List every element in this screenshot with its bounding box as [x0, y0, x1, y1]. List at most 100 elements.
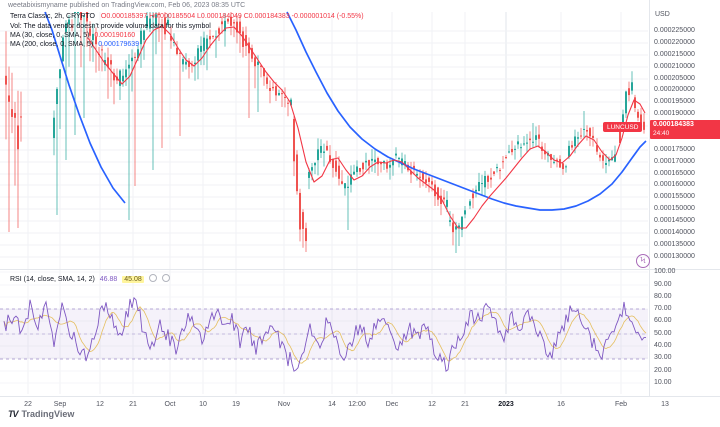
- candle-body: [568, 145, 570, 157]
- candle-body: [149, 18, 151, 29]
- axis-tick-label: 0.000135000: [654, 241, 695, 248]
- candle-body: [410, 171, 412, 175]
- candle-body: [544, 150, 546, 155]
- ma200-legend[interactable]: MA (200, close, 0, SMA, 5) 0.000179639: [10, 41, 139, 48]
- rsi-line: [3, 296, 646, 372]
- candle-body: [553, 161, 555, 163]
- eye-icon[interactable]: [148, 274, 157, 282]
- candle-body: [614, 154, 616, 162]
- candle-body: [472, 193, 474, 199]
- candle-body: [404, 161, 406, 165]
- candle-body: [68, 19, 70, 25]
- candle-body: [53, 117, 55, 139]
- candle-body: [341, 181, 343, 184]
- tradingview-logo-icon: TV: [8, 409, 18, 419]
- candle-body: [317, 149, 319, 161]
- candle-body: [113, 73, 115, 81]
- candle-body: [392, 160, 394, 166]
- candle-body: [131, 57, 133, 62]
- candle-body: [637, 111, 639, 118]
- ma30-legend[interactable]: MA (30, close, 0, SMA, 5) 0.000190160: [10, 32, 135, 39]
- axis-tick-label: 0.000160000: [654, 181, 695, 188]
- ma200-label: MA (200, close, 0, SMA, 5): [10, 41, 94, 48]
- candle-body: [443, 197, 445, 200]
- time-tick-label: 12:00: [348, 401, 366, 408]
- candle-body: [335, 160, 337, 172]
- candle-body: [308, 171, 310, 178]
- candle-body: [212, 35, 214, 37]
- candle-body: [589, 128, 591, 137]
- candle-body: [227, 18, 229, 22]
- candle-body: [155, 14, 157, 26]
- symbol-legend[interactable]: Terra Classic, 2h, CRYPTO O0.000185397 H…: [10, 13, 364, 20]
- candle-body: [251, 48, 253, 59]
- time-tick-label: Oct: [164, 401, 176, 408]
- candle-body: [523, 143, 525, 145]
- candle-body: [200, 45, 202, 52]
- candle-body: [119, 70, 121, 86]
- candle-body: [640, 114, 642, 127]
- candle-countdown: 24:40: [653, 129, 670, 137]
- candle-body: [628, 88, 630, 96]
- boost-icon[interactable]: Ϟ: [636, 254, 650, 268]
- tradingview-brand: TradingView: [21, 409, 75, 419]
- axis-tick-label: 100.00: [654, 268, 676, 275]
- candle-body: [287, 102, 289, 104]
- rsi-legend[interactable]: RSI (14, close, SMA, 14, 2) 46.88 45.08: [10, 274, 170, 283]
- candle-body: [305, 228, 307, 242]
- candle-body: [203, 37, 205, 51]
- axis-tick-label: 0.000165000: [654, 170, 695, 177]
- axis-tick-label: 0.000155000: [654, 193, 695, 200]
- candle-body: [359, 167, 361, 172]
- candle-body: [74, 12, 76, 13]
- candle-body: [362, 162, 364, 170]
- candle-body: [65, 23, 67, 32]
- candle-body: [514, 148, 516, 150]
- candle-body: [353, 171, 355, 175]
- candle-body: [107, 57, 109, 68]
- candle-body: [257, 61, 259, 65]
- publish-attribution: weetabixismyname published on TradingVie…: [8, 2, 246, 9]
- candle-body: [605, 162, 607, 165]
- candle-body: [538, 134, 540, 139]
- axis-tick-label: 0.000175000: [654, 146, 695, 153]
- candle-body: [565, 166, 567, 168]
- candle-body: [158, 13, 160, 16]
- candle-body: [245, 35, 247, 47]
- candle-body: [571, 145, 573, 148]
- candle-body: [371, 158, 373, 161]
- axis-tick-label: 0.000215000: [654, 51, 695, 58]
- candle-body: [380, 162, 382, 165]
- axis-tick-label: 80.00: [654, 293, 672, 300]
- candle-body: [5, 75, 7, 85]
- candle-body: [62, 37, 64, 62]
- candle-body: [215, 36, 217, 38]
- candle-body: [188, 60, 190, 67]
- candle-body: [302, 212, 304, 229]
- rsi-label: RSI (14, close, SMA, 14, 2): [10, 276, 95, 283]
- candle-body: [284, 96, 286, 98]
- candle-body: [83, 15, 85, 18]
- time-axis-line: [0, 396, 720, 397]
- candle-body: [599, 154, 601, 158]
- candle-body: [134, 56, 136, 58]
- tradingview-attribution[interactable]: TV TradingView: [8, 409, 74, 419]
- time-tick-label: Dec: [385, 401, 399, 408]
- more-icon[interactable]: [161, 274, 170, 282]
- last-price-value: 0.000184383: [653, 121, 694, 128]
- volume-note: Vol: The data vendor doesn't provide vol…: [10, 23, 211, 30]
- candle-body: [92, 33, 94, 41]
- candle-body: [475, 189, 477, 192]
- candle-body: [619, 129, 621, 143]
- candle-body: [80, 12, 82, 21]
- candle-body: [625, 91, 627, 114]
- candle-body: [496, 166, 498, 169]
- candle-body: [431, 181, 433, 185]
- axis-tick-label: 60.00: [654, 317, 672, 324]
- candle-body: [631, 82, 633, 91]
- candle-body: [185, 61, 187, 65]
- candle-body: [577, 137, 579, 139]
- pane-separator[interactable]: [0, 269, 720, 270]
- candle-body: [374, 159, 376, 162]
